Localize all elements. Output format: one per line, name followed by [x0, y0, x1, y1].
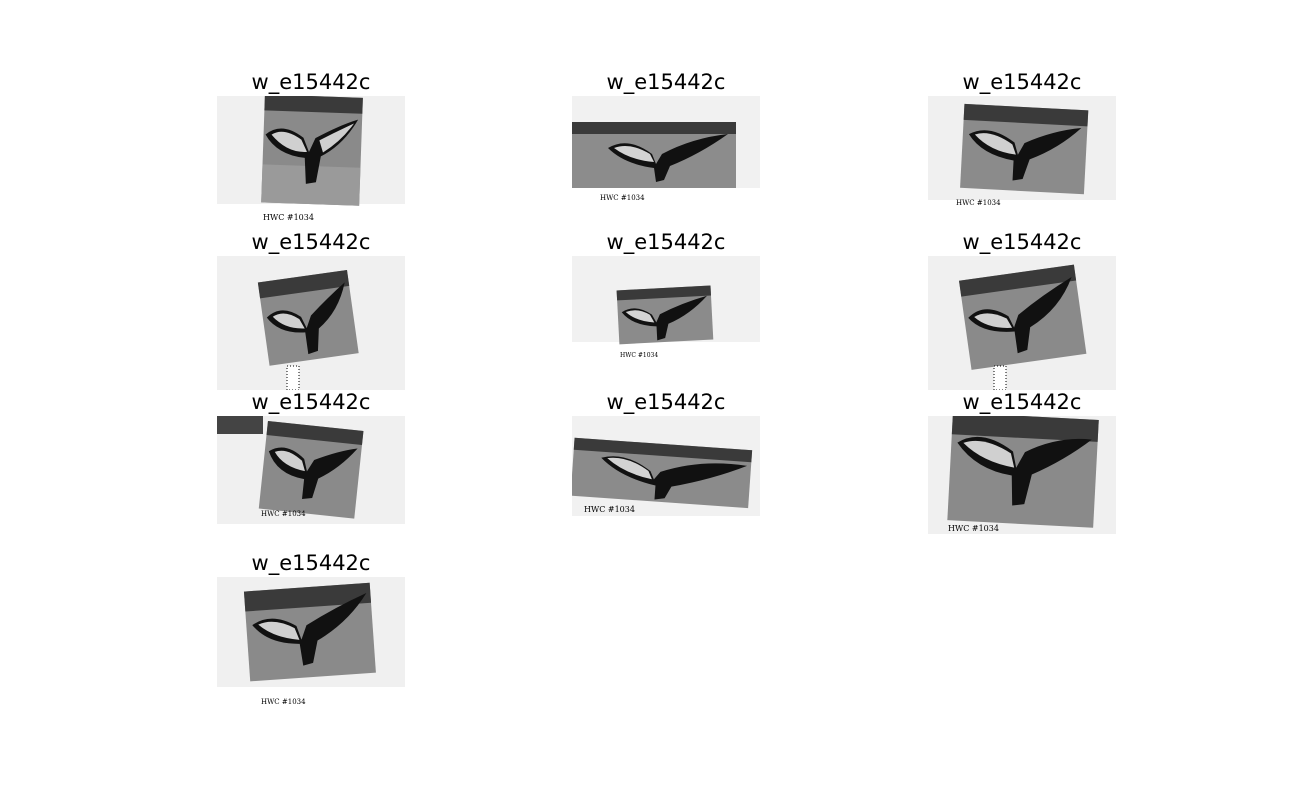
panel-title: w_e15442c: [606, 390, 726, 414]
whale-fluke-image: HWC #1034: [572, 96, 760, 202]
whale-fluke-image: HWC #1034: [217, 416, 405, 524]
whale-fluke-image: HWC #1034: [572, 416, 760, 516]
panel-title: w_e15442c: [962, 70, 1082, 94]
panel-title: w_e15442c: [606, 230, 726, 254]
whale-fluke-image: HWC #1034: [572, 256, 760, 359]
whale-fluke-image: HWC #1034: [928, 96, 1116, 207]
image-caption: HWC #1034: [620, 352, 658, 359]
image-caption: HWC #1034: [584, 505, 635, 514]
whale-fluke-image: [928, 256, 1116, 390]
whale-fluke-image: HWC #1034: [928, 416, 1116, 534]
image-caption: HWC #1034: [261, 698, 306, 706]
whale-fluke-image: HWC #1034: [217, 577, 405, 706]
image-caption: HWC #1034: [948, 524, 999, 533]
whale-fluke-image: HWC #1034: [217, 96, 405, 222]
image-caption: HWC #1034: [600, 194, 645, 202]
whale-fluke-image: [217, 256, 405, 390]
panel-title: w_e15442c: [962, 230, 1082, 254]
image-caption: HWC #1034: [263, 213, 314, 222]
panel-title: w_e15442c: [251, 390, 371, 414]
panel-title: w_e15442c: [251, 230, 371, 254]
panel-title: w_e15442c: [251, 70, 371, 94]
panel-title: w_e15442c: [962, 390, 1082, 414]
panel-title: w_e15442c: [251, 551, 371, 575]
image-caption: HWC #1034: [261, 510, 306, 518]
image-caption: HWC #1034: [956, 199, 1001, 207]
panel-title: w_e15442c: [606, 70, 726, 94]
